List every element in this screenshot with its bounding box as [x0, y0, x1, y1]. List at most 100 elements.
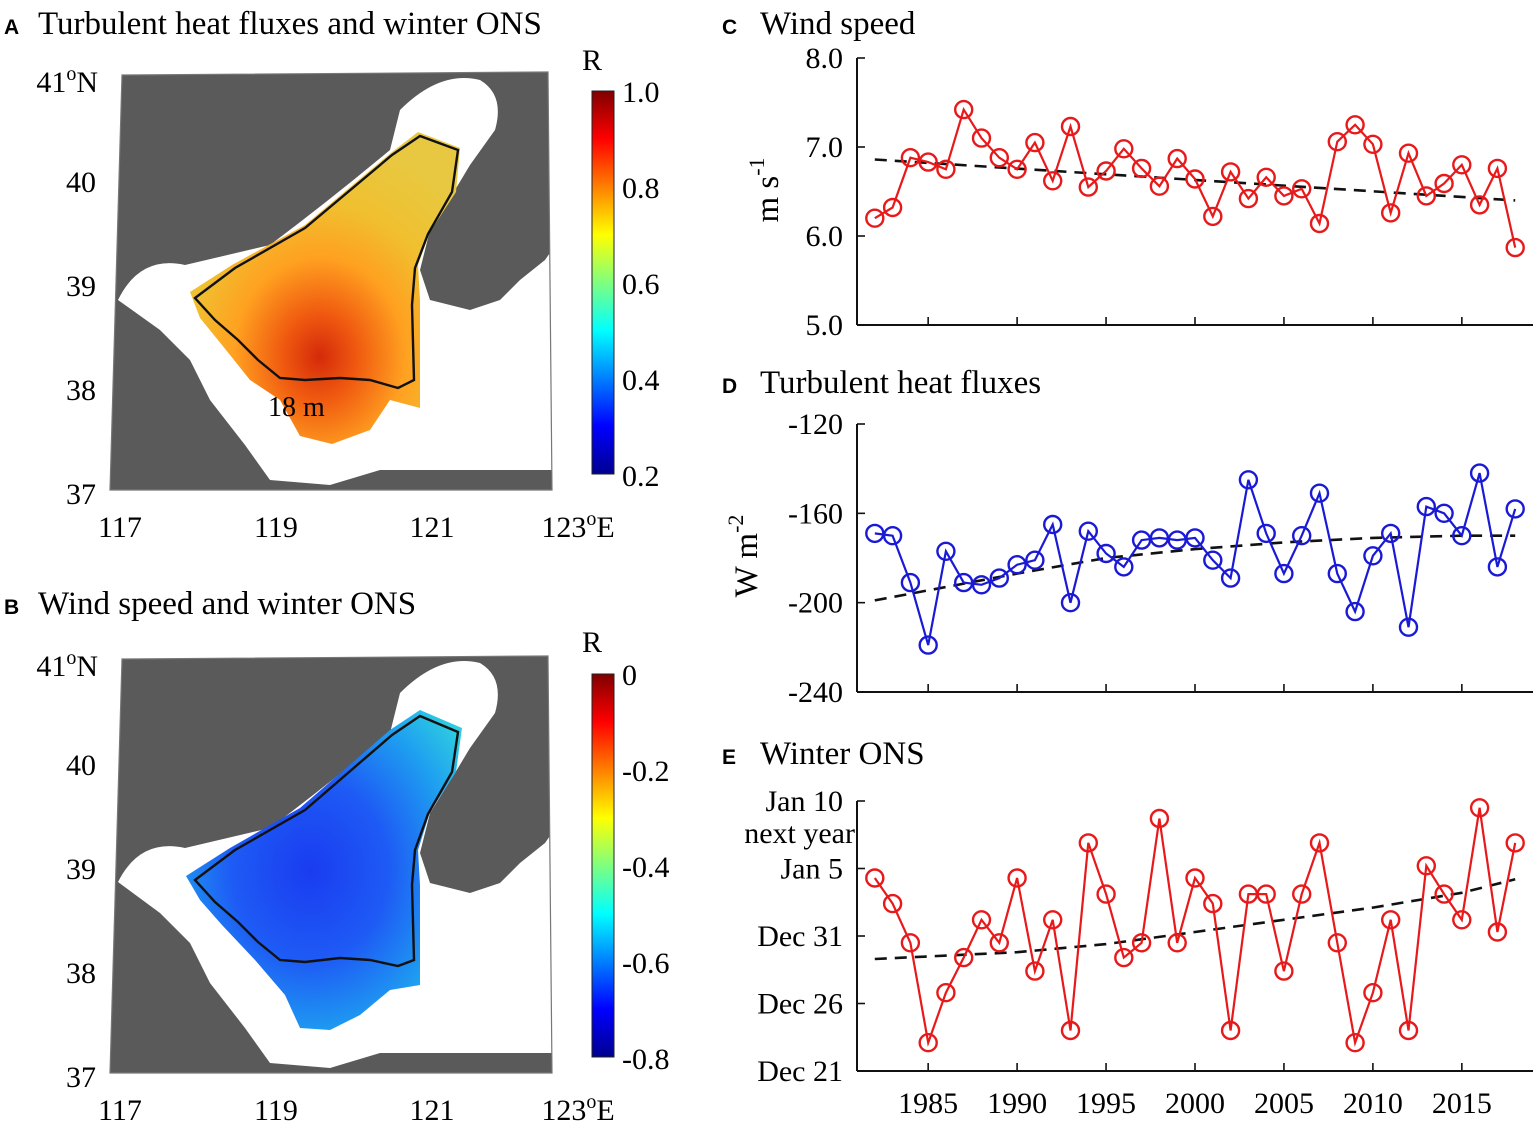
data-point [1060, 116, 1081, 137]
data-point [1487, 158, 1508, 179]
data-point [1274, 186, 1294, 206]
map-a-lon-117: 117 [98, 511, 142, 544]
panel-a-letter: A [4, 16, 19, 39]
data-point [1025, 550, 1045, 570]
map-b-lat-top: 41oN [36, 647, 98, 683]
map-b-lon-119: 119 [254, 1094, 298, 1127]
data-point [882, 526, 903, 546]
colorbar-a-tick: 1.0 [622, 76, 660, 109]
y-axis-label: W m-2 [723, 515, 765, 598]
colorbar-b-tick: -0.8 [622, 1043, 670, 1076]
data-point [1114, 557, 1134, 577]
data-point [865, 868, 885, 888]
data-point [1416, 496, 1437, 517]
map-b-lon-axis: 117 119 121 123oE [98, 1091, 615, 1127]
data-point [1131, 933, 1152, 953]
panel-b: B Wind speed and winter ONS 41oN 40 39 3… [4, 586, 670, 1127]
data-point [1291, 526, 1312, 546]
colorbar-a-label: R [582, 44, 602, 77]
x-tick-label: 2010 [1343, 1087, 1403, 1120]
data-point [1309, 483, 1330, 503]
data-point [954, 99, 974, 120]
data-point [1007, 159, 1027, 180]
data-point [1452, 910, 1472, 930]
data-point [954, 947, 974, 968]
map-b-lon-123: 123oE [541, 1091, 614, 1127]
colorbar-b: R 0 -0.2 -0.4 -0.6 -0.8 [582, 626, 670, 1076]
data-point [1025, 132, 1045, 153]
data-point [1434, 503, 1454, 523]
map-a-lon-axis: 117 119 121 123oE [98, 508, 615, 544]
data-point [936, 541, 956, 561]
y-tick-label: 8.0 [806, 42, 844, 75]
x-tick-label: 2005 [1254, 1087, 1314, 1120]
data-point [918, 635, 938, 655]
colorbar-a-scale [591, 90, 615, 475]
colorbar-b-tick: -0.2 [622, 755, 670, 788]
data-point [1327, 131, 1348, 152]
chart-c: 8.0 7.0 6.0 5.0 m s-1 [744, 42, 1533, 342]
data-point [1042, 910, 1063, 930]
map-a-lat-37: 37 [66, 478, 96, 511]
panel-a-title: Turbulent heat fluxes and winter ONS [38, 6, 542, 42]
data-point [1256, 523, 1276, 544]
data-point [900, 147, 921, 168]
colorbar-b-label: R [582, 626, 602, 659]
data-point [1096, 884, 1116, 904]
data-point [1185, 169, 1205, 189]
data-point [1363, 983, 1383, 1003]
data-point [1078, 833, 1099, 853]
data-point [1131, 158, 1152, 179]
y-tick-label: 7.0 [806, 131, 844, 164]
map-b-lat-38: 38 [66, 957, 96, 990]
map-a-lon-119: 119 [254, 511, 298, 544]
map-b-lat-axis: 41oN 40 39 38 37 [36, 647, 98, 1094]
data-point [1238, 188, 1259, 209]
map-a: 18 m [110, 72, 552, 490]
x-tick-label: 1995 [1076, 1087, 1136, 1120]
data-point [1238, 470, 1259, 490]
y-tick-label: -160 [788, 497, 843, 530]
colorbar-b-tick: -0.4 [622, 851, 670, 884]
y-tick-label: -120 [788, 408, 843, 441]
colorbar-a-tick: 0.6 [622, 268, 660, 301]
data-point [1220, 162, 1241, 182]
data-point [1469, 463, 1490, 483]
data-point [1398, 617, 1419, 637]
data-point [1149, 808, 1170, 829]
y-tick-label: Dec 26 [757, 988, 843, 1021]
data-point [1042, 514, 1063, 535]
y-tick-label: 5.0 [806, 309, 844, 342]
map-b-lon-121: 121 [410, 1094, 455, 1127]
data-point [882, 197, 903, 218]
data-point [1363, 546, 1383, 566]
data-point [1505, 237, 1525, 258]
data-point [1007, 868, 1027, 888]
data-point [1220, 568, 1241, 588]
map-a-contour-label: 18 m [268, 392, 325, 423]
map-a-lon-121: 121 [410, 511, 455, 544]
data-point [1363, 134, 1383, 155]
data-point [1060, 1020, 1081, 1041]
data-point [1309, 213, 1330, 234]
panel-a: A Turbulent heat fluxes and winter ONS 1… [4, 6, 660, 544]
map-b-lat-39: 39 [66, 853, 96, 886]
series-line [874, 472, 1517, 646]
y-tick-label: Dec 21 [757, 1055, 843, 1088]
colorbar-a: R 1.0 0.8 0.6 0.4 0.2 [582, 44, 660, 493]
data-point [900, 572, 921, 593]
x-tick-label: 1985 [898, 1087, 958, 1120]
data-point [1078, 521, 1099, 541]
colorbar-b-tick: 0 [622, 659, 637, 692]
map-a-18m-contour [193, 134, 460, 390]
colorbar-a-tick: 0.8 [622, 172, 660, 205]
panel-e-title: Winter ONS [760, 736, 925, 772]
data-point [1114, 139, 1134, 159]
data-point [1469, 798, 1490, 818]
colorbar-b-scale [591, 673, 615, 1058]
map-b-lat-40: 40 [66, 749, 96, 782]
y-axis-label: m s-1 [744, 157, 786, 222]
data-point [1380, 203, 1401, 223]
